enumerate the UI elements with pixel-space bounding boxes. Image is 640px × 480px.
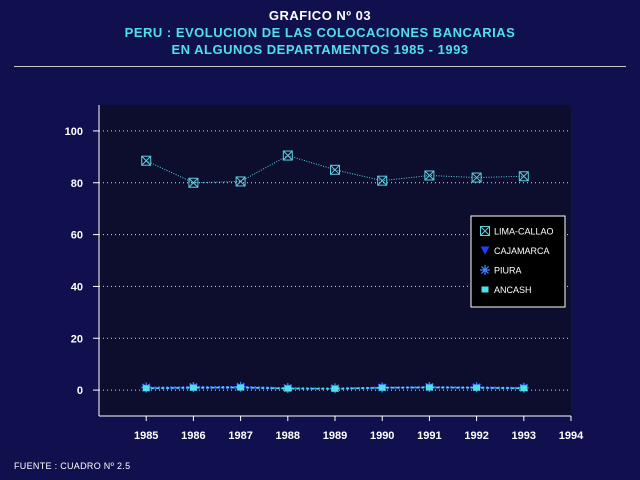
legend-entry: CAJAMARCA [480, 246, 550, 256]
x-tick-label: 1989 [323, 430, 347, 442]
data-point [331, 385, 339, 392]
data-point [235, 176, 246, 187]
data-point [188, 177, 199, 188]
data-point [480, 226, 490, 236]
data-point [377, 175, 388, 186]
data-point [518, 171, 529, 182]
x-tick-label: 1991 [417, 430, 441, 442]
legend-label: CAJAMARCA [494, 246, 550, 256]
data-point [142, 385, 150, 392]
legend-label: LIMA-CALLAO [494, 227, 554, 237]
y-tick-label: 60 [71, 230, 83, 242]
data-point [141, 155, 152, 166]
data-point [237, 384, 245, 391]
y-tick-label: 40 [71, 281, 83, 293]
chart-subtitle-line2: EN ALGUNOS DEPARTAMENTOS 1985 - 1993 [171, 42, 469, 57]
data-point [425, 384, 433, 391]
x-tick-label: 1990 [370, 430, 394, 442]
data-point [520, 385, 528, 392]
data-point [480, 246, 490, 255]
x-tick-label: 1994 [559, 430, 584, 442]
y-tick-label: 0 [77, 385, 83, 397]
legend-entry: LIMA-CALLAO [480, 226, 554, 237]
x-tick-label: 1986 [181, 430, 205, 442]
legend-entry: ANCASH [481, 285, 532, 295]
y-tick-label: 20 [71, 333, 83, 345]
data-point [282, 150, 293, 161]
y-tick-label: 80 [71, 178, 83, 190]
x-tick-label: 1987 [228, 430, 252, 442]
data-point [480, 265, 490, 275]
data-point [378, 384, 386, 391]
series-line-ancash [146, 386, 524, 390]
x-tick-label: 1988 [276, 430, 300, 442]
x-tick-label: 1992 [464, 430, 488, 442]
data-point [471, 172, 482, 183]
y-tick-label: 100 [65, 126, 83, 138]
chart-subtitle-line1: PERU : EVOLUCION DE LAS COLOCACIONES BAN… [124, 25, 516, 40]
legend-label: PIURA [494, 266, 522, 276]
data-point [473, 384, 481, 391]
source-note: FUENTE : CUADRO Nº 2.5 [14, 461, 131, 471]
x-tick-label: 1993 [512, 430, 536, 442]
legend-label: ANCASH [494, 285, 532, 295]
legend-entry: PIURA [480, 265, 522, 276]
series-line-lima-callao [145, 154, 524, 184]
data-point [424, 170, 435, 181]
data-point [189, 384, 197, 391]
data-point [284, 385, 292, 392]
data-point [481, 286, 489, 293]
chart-title: GRAFICO Nº 03 [268, 8, 372, 23]
title-divider [14, 66, 626, 67]
data-point [330, 164, 340, 175]
legend: LIMA-CALLAO CAJAMARCA PIURA ANCASH [470, 215, 566, 308]
x-tick-label: 1985 [134, 430, 158, 442]
